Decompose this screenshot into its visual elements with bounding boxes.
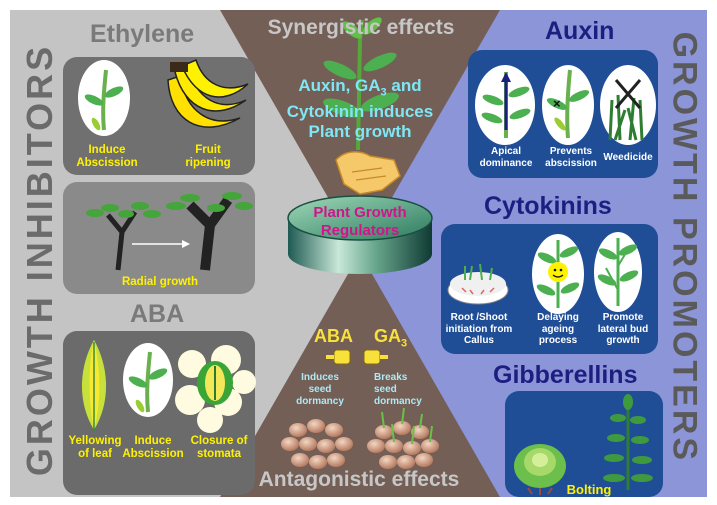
regulators-label: Plant Growth Regulators bbox=[290, 204, 430, 240]
ethylene-abscission-caption: Induce Abscission bbox=[76, 144, 138, 169]
aba-center-label: ABA bbox=[314, 326, 353, 346]
ga-center-label: GA3 bbox=[374, 326, 407, 350]
aba-title: ABA bbox=[130, 300, 185, 328]
antagonistic-label: Antagonistic effects bbox=[258, 468, 460, 491]
dormant-seeds-icon bbox=[281, 419, 353, 469]
synergistic-label: Synergistic effects bbox=[267, 16, 455, 39]
promoters-label: PROMOTERS bbox=[665, 216, 704, 464]
callus-caption: Root /Shoot initiation from Callus bbox=[445, 312, 513, 346]
weedicide-oval bbox=[600, 65, 656, 145]
regulators-line2: Regulators bbox=[320, 222, 400, 239]
apical-caption: Apical dominance bbox=[479, 146, 533, 169]
seedling-icon bbox=[323, 17, 399, 151]
breaks-dormancy-label: Breaks seed dormancy bbox=[374, 372, 422, 407]
aba-abscission-caption: Induce Abscission bbox=[122, 435, 184, 460]
thick-tree-icon bbox=[166, 192, 253, 271]
banana-icon bbox=[167, 58, 249, 128]
fruit-ripening-caption: Fruit ripening bbox=[185, 144, 231, 169]
bolting-caption: Bolting bbox=[566, 482, 612, 497]
synergy-sub: 3 bbox=[380, 86, 387, 99]
synergy-line2: Cytokinin induces bbox=[286, 102, 434, 122]
ageing-caption: Delaying ageing process bbox=[537, 312, 579, 346]
prevents-caption: Prevents abscission bbox=[545, 146, 597, 169]
fist-icon-2 bbox=[363, 349, 388, 365]
synergy-line1: Auxin, GA bbox=[298, 76, 381, 95]
gibberellins-title: Gibberellins bbox=[493, 361, 638, 389]
lateral-caption: Promote lateral bud growth bbox=[597, 312, 649, 346]
arrow-icon bbox=[132, 240, 190, 248]
yellow-leaf-icon bbox=[81, 340, 107, 432]
germinating-seeds-icon bbox=[367, 407, 439, 469]
smiley-icon bbox=[548, 262, 568, 282]
growth-label: GROWTH bbox=[665, 31, 704, 205]
ga-sub: 3 bbox=[401, 337, 408, 350]
synergy-line1b: and bbox=[386, 76, 422, 95]
synergy-line3: Plant growth bbox=[308, 122, 412, 142]
regulators-line1: Plant Growth bbox=[313, 204, 407, 221]
cabbage-icon bbox=[514, 444, 566, 495]
growth-inhibitors-label: GROWTH INHIBITORS bbox=[19, 43, 60, 477]
weedicide-caption: Weedicide bbox=[603, 152, 653, 163]
tree-icon bbox=[86, 202, 161, 271]
petri-dish-icon bbox=[447, 263, 509, 305]
stomata-icon bbox=[175, 345, 256, 433]
yellowing-caption: Yellowing of leaf bbox=[68, 435, 122, 460]
bolting-plant-icon bbox=[603, 394, 653, 490]
ga-text: GA bbox=[374, 326, 401, 346]
cytokinins-title: Cytokinins bbox=[484, 192, 612, 220]
svg-text:×: × bbox=[553, 96, 561, 111]
radial-growth-caption: Radial growth bbox=[121, 276, 199, 288]
handshake-icon bbox=[335, 151, 401, 195]
synergy-text: Auxin, GA3 and Cytokinin induces Plant g… bbox=[270, 76, 450, 142]
fist-icon bbox=[326, 349, 351, 365]
ethylene-title: Ethylene bbox=[90, 20, 195, 48]
regulators-cylinder bbox=[287, 195, 433, 274]
auxin-title: Auxin bbox=[545, 17, 615, 45]
induces-dormancy-label: Induces seed dormancy bbox=[296, 372, 344, 407]
stomata-caption: Closure of stomata bbox=[190, 435, 248, 460]
